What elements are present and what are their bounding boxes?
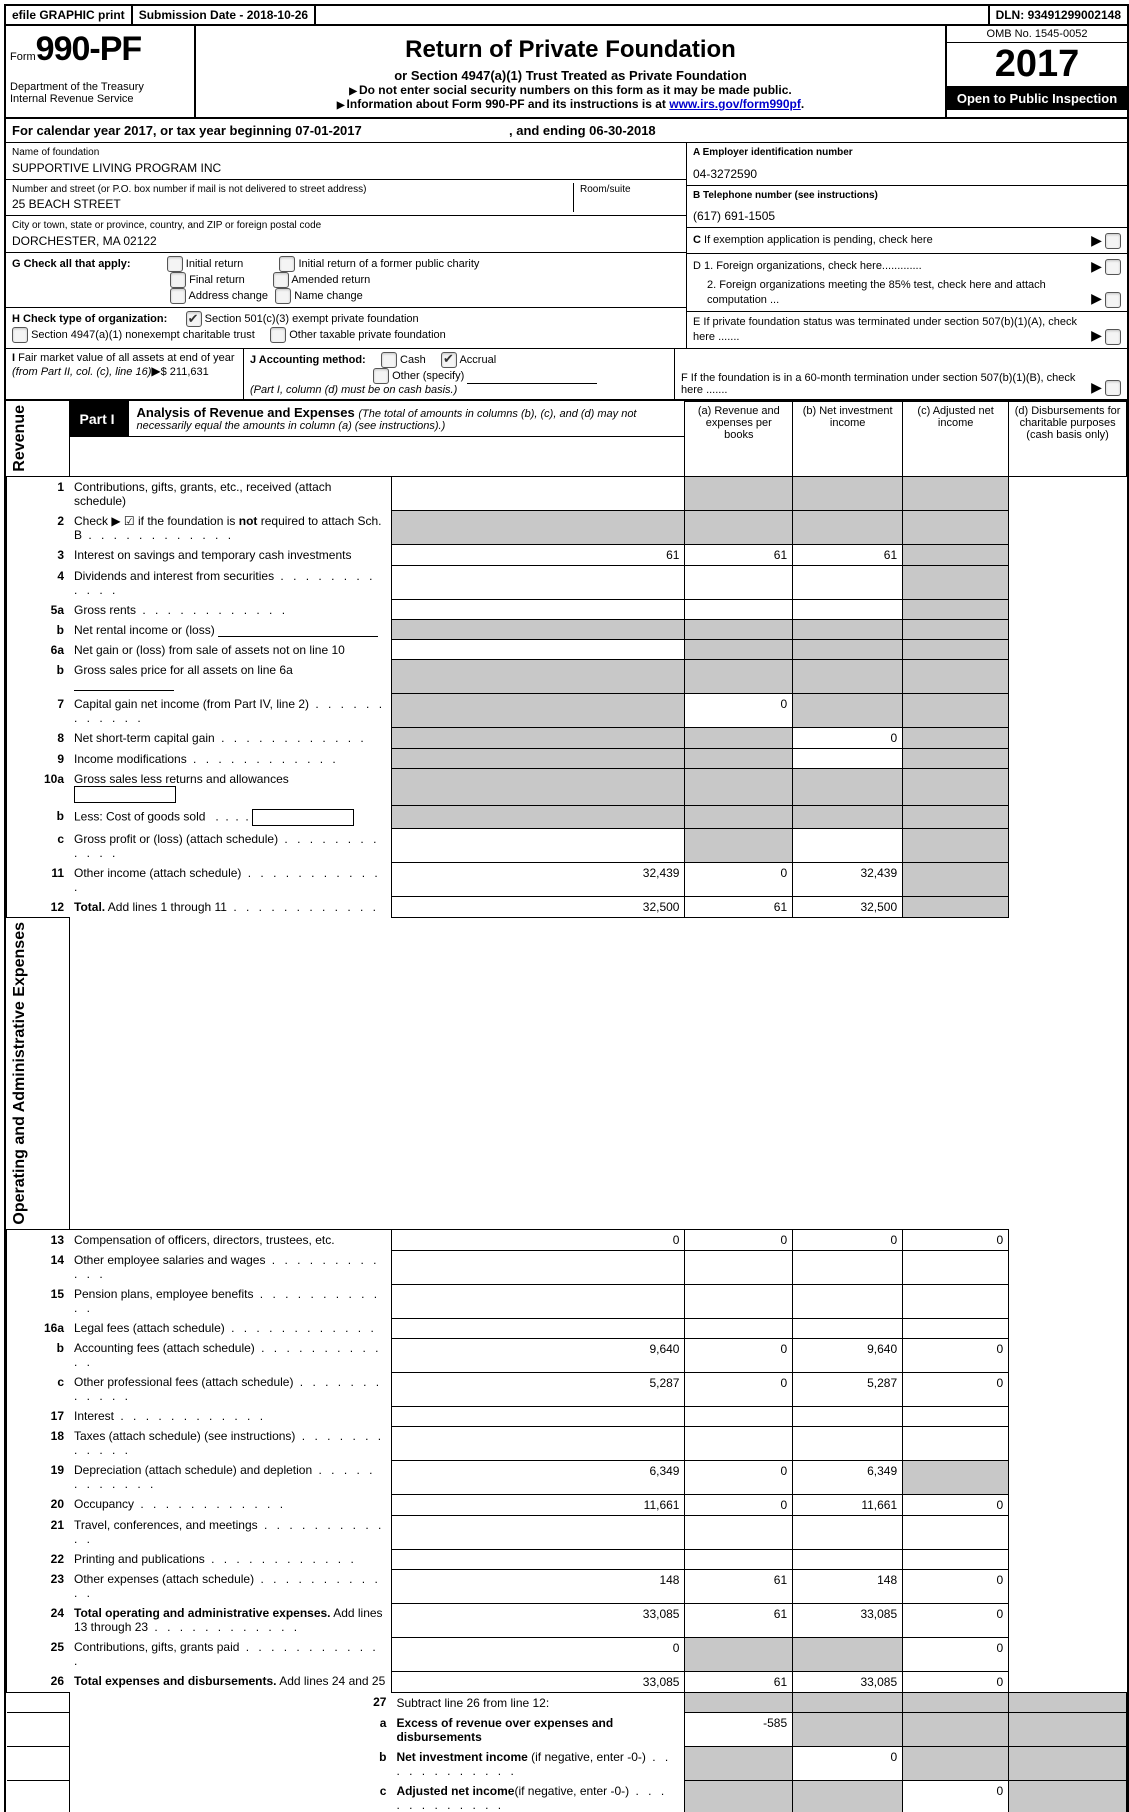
- row-6a: 6aNet gain or (loss) from sale of assets…: [7, 640, 1127, 660]
- dln: DLN: 93491299002148: [990, 6, 1127, 24]
- row-12: 12Total. Add lines 1 through 1132,500613…: [7, 897, 1127, 918]
- checkbox-501c3[interactable]: [186, 311, 202, 327]
- row-b: bNet rental income or (loss): [7, 620, 1127, 640]
- row-26: 26Total expenses and disbursements. Add …: [7, 1671, 1127, 1692]
- header-right: OMB No. 1545-0052 2017 Open to Public In…: [947, 26, 1127, 117]
- checkbox-address[interactable]: [170, 288, 186, 304]
- row-a: aExcess of revenue over expenses and dis…: [7, 1713, 1127, 1747]
- row-b: bGross sales price for all assets on lin…: [7, 660, 1127, 694]
- row-7: 7Capital gain net income (from Part IV, …: [7, 694, 1127, 728]
- calendar-year-row: For calendar year 2017, or tax year begi…: [6, 119, 1127, 143]
- checkbox-d1[interactable]: [1105, 259, 1121, 275]
- row-23: 23Other expenses (attach schedule)148611…: [7, 1569, 1127, 1603]
- row-20: 20Occupancy11,661011,6610: [7, 1494, 1127, 1515]
- row-1: 1Contributions, gifts, grants, etc., rec…: [7, 476, 1127, 511]
- row-c: cAdjusted net income(if negative, enter …: [7, 1781, 1127, 1812]
- checkbox-initial-public[interactable]: [279, 256, 295, 272]
- checkbox-amended[interactable]: [273, 272, 289, 288]
- row-18: 18Taxes (attach schedule) (see instructi…: [7, 1426, 1127, 1460]
- row-8: 8Net short-term capital gain0: [7, 728, 1127, 749]
- top-bar: efile GRAPHIC print Submission Date - 20…: [6, 6, 1127, 26]
- part1-table: Revenue Part I Analysis of Revenue and E…: [6, 401, 1127, 1812]
- checkbox-accrual[interactable]: [441, 352, 457, 368]
- row-27: 27Subtract line 26 from line 12:: [7, 1692, 1127, 1713]
- irs-link[interactable]: www.irs.gov/form990pf: [669, 97, 801, 111]
- row-3: 3Interest on savings and temporary cash …: [7, 545, 1127, 566]
- row-c: cGross profit or (loss) (attach schedule…: [7, 829, 1127, 863]
- row-14: 14Other employee salaries and wages: [7, 1250, 1127, 1284]
- row-16a: 16aLegal fees (attach schedule): [7, 1318, 1127, 1338]
- row-17: 17Interest: [7, 1406, 1127, 1426]
- revenue-label: Revenue: [7, 401, 33, 476]
- checkbox-c[interactable]: [1105, 233, 1121, 249]
- expenses-label: Operating and Administrative Expenses: [7, 918, 33, 1229]
- row-c: cOther professional fees (attach schedul…: [7, 1372, 1127, 1406]
- row-21: 21Travel, conferences, and meetings: [7, 1515, 1127, 1549]
- row-9: 9Income modifications: [7, 749, 1127, 769]
- checkbox-f[interactable]: [1105, 380, 1121, 396]
- submission-date: Submission Date - 2018-10-26: [133, 6, 316, 24]
- checkbox-e[interactable]: [1105, 329, 1121, 345]
- checkbox-other-tax[interactable]: [270, 327, 286, 343]
- checkbox-final[interactable]: [170, 272, 186, 288]
- row-13: 13Compensation of officers, directors, t…: [7, 1229, 1127, 1250]
- checkbox-initial-return[interactable]: [167, 256, 183, 272]
- row-b: bNet investment income (if negative, ent…: [7, 1747, 1127, 1781]
- header-left: Form990-PF Department of the Treasury In…: [6, 26, 196, 117]
- row-2: 2Check ▶ ☑ if the foundation is not requ…: [7, 511, 1127, 545]
- row-15: 15Pension plans, employee benefits: [7, 1284, 1127, 1318]
- form-container: efile GRAPHIC print Submission Date - 20…: [4, 4, 1129, 1812]
- form-title: Return of Private Foundation: [202, 36, 939, 64]
- row-4: 4Dividends and interest from securities: [7, 566, 1127, 600]
- row-11: 11Other income (attach schedule)32,43903…: [7, 863, 1127, 897]
- row-5a: 5aGross rents: [7, 600, 1127, 620]
- row-19: 19Depreciation (attach schedule) and dep…: [7, 1460, 1127, 1494]
- info-section: Name of foundation SUPPORTIVE LIVING PRO…: [6, 143, 1127, 401]
- checkbox-4947[interactable]: [12, 327, 28, 343]
- header-mid: Return of Private Foundation or Section …: [196, 26, 947, 117]
- row-10a: 10aGross sales less returns and allowanc…: [7, 769, 1127, 806]
- row-24: 24Total operating and administrative exp…: [7, 1603, 1127, 1637]
- header: Form990-PF Department of the Treasury In…: [6, 26, 1127, 119]
- checkbox-d2[interactable]: [1105, 292, 1121, 308]
- row-b: bLess: Cost of goods sold . . . .: [7, 806, 1127, 829]
- checkbox-other-acct[interactable]: [373, 368, 389, 384]
- checkbox-name[interactable]: [275, 288, 291, 304]
- row-22: 22Printing and publications: [7, 1549, 1127, 1569]
- row-b: bAccounting fees (attach schedule)9,6400…: [7, 1338, 1127, 1372]
- part1-tab: Part I: [70, 401, 129, 436]
- row-25: 25Contributions, gifts, grants paid00: [7, 1637, 1127, 1671]
- efile-label: efile GRAPHIC print: [6, 6, 133, 24]
- checkbox-cash[interactable]: [381, 352, 397, 368]
